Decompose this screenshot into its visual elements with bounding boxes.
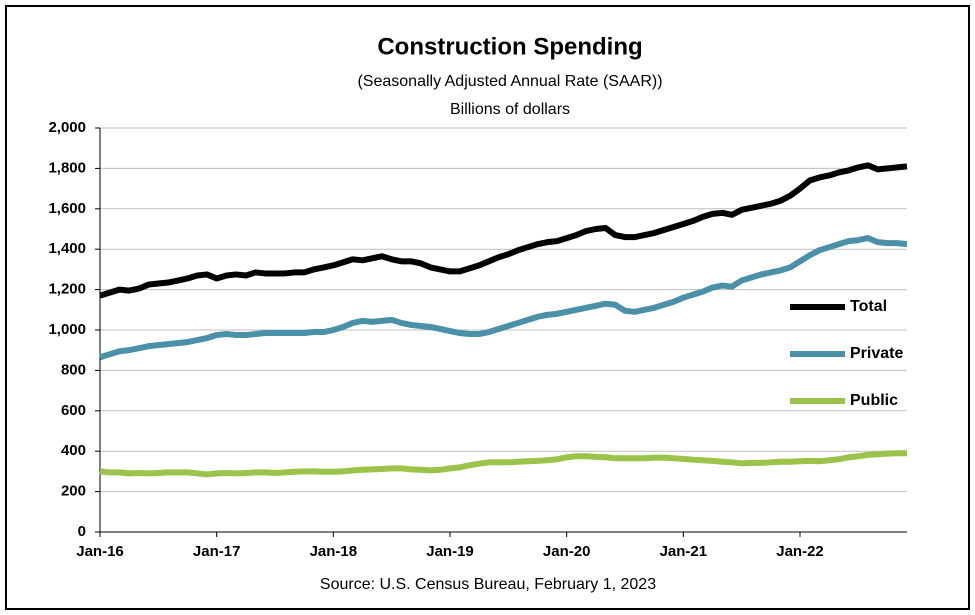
chart-subtitle: (Seasonally Adjusted Annual Rate (SAAR)) xyxy=(357,73,662,90)
source-note: Source: U.S. Census Bureau, February 1, … xyxy=(320,576,656,593)
x-tick-label: Jan-22 xyxy=(776,543,824,560)
y-tick-label: 600 xyxy=(61,402,86,419)
y-axis-label: Billions of dollars xyxy=(450,101,570,118)
y-tick-label: 2,000 xyxy=(48,119,86,136)
y-tick-label: 200 xyxy=(61,483,86,500)
y-tick-label: 400 xyxy=(61,442,86,459)
chart-title: Construction Spending xyxy=(377,33,642,60)
legend-label: Private xyxy=(850,345,903,362)
x-tick-label: Jan-21 xyxy=(660,543,708,560)
y-tick-label: 1,200 xyxy=(48,281,86,298)
y-tick-label: 1,400 xyxy=(48,240,86,257)
y-tick-label: 1,800 xyxy=(48,159,86,176)
series-line xyxy=(99,162,908,299)
legend-label: Total xyxy=(850,298,887,315)
x-tick-label: Jan-16 xyxy=(76,543,124,560)
series-line xyxy=(99,450,907,478)
y-tick-label: 1,000 xyxy=(48,321,86,338)
y-tick-label: 1,600 xyxy=(48,200,86,217)
series-line xyxy=(99,235,908,361)
y-tick-label: 800 xyxy=(61,361,86,378)
y-tick-label: 0 xyxy=(78,523,86,540)
legend-label: Public xyxy=(850,392,898,409)
x-tick-label: Jan-17 xyxy=(193,543,241,560)
x-tick-label: Jan-19 xyxy=(426,543,474,560)
x-tick-label: Jan-20 xyxy=(543,543,591,560)
x-tick-label: Jan-18 xyxy=(310,543,358,560)
